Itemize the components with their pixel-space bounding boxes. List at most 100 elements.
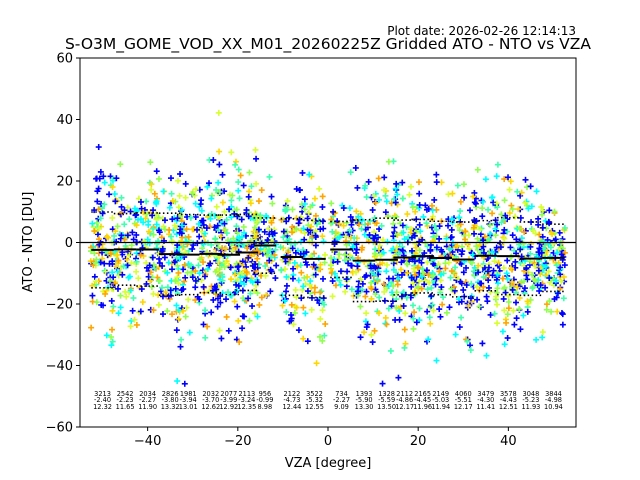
scatter-point: [245, 295, 252, 302]
scatter-point: [336, 234, 343, 241]
scatter-point: [505, 305, 512, 312]
scatter-point: [408, 283, 415, 290]
scatter-point: [430, 272, 437, 279]
scatter-point: [354, 263, 361, 270]
scatter-point: [284, 197, 291, 204]
scatter-point: [309, 233, 316, 240]
scatter-point: [146, 240, 153, 247]
scatter-point: [280, 228, 287, 235]
bin-std: 11.90: [138, 403, 157, 411]
scatter-point: [145, 228, 152, 235]
bin-mean: -2.40: [94, 396, 111, 404]
scatter-point: [423, 267, 430, 274]
scatter-point: [319, 233, 326, 240]
scatter-point: [147, 277, 154, 284]
scatter-point: [454, 182, 461, 189]
scatter-point: [460, 269, 467, 276]
scatter-point: [362, 182, 369, 189]
scatter-point: [167, 175, 174, 182]
scatter-point: [300, 335, 307, 342]
scatter-point: [468, 280, 475, 287]
scatter-point: [203, 225, 210, 232]
scatter-point: [181, 278, 188, 285]
scatter-point: [300, 304, 307, 311]
scatter-point: [245, 254, 252, 261]
scatter-point: [492, 232, 499, 239]
scatter-point: [237, 172, 244, 179]
bin-mean: -2.23: [117, 396, 134, 404]
scatter-point: [281, 297, 288, 304]
scatter-point: [514, 284, 521, 291]
scatter-point: [295, 327, 302, 334]
scatter-point: [316, 185, 323, 192]
scatter-point: [148, 186, 155, 193]
scatter-point: [329, 293, 336, 300]
scatter-point: [533, 188, 540, 195]
scatter-point: [464, 338, 471, 345]
scatter-point: [192, 200, 199, 207]
scatter-point: [403, 260, 410, 267]
scatter-point: [295, 277, 302, 284]
scatter-point: [559, 311, 566, 318]
scatter-point: [111, 190, 118, 197]
scatter-point: [500, 295, 507, 302]
scatter-point: [208, 195, 215, 202]
scatter-point: [385, 305, 392, 312]
y-tick-label: −60: [46, 421, 73, 436]
scatter-point: [222, 245, 229, 252]
scatter-point: [109, 184, 116, 191]
scatter-point: [329, 219, 336, 226]
scatter-point: [153, 200, 160, 207]
scatter-point: [363, 194, 370, 201]
scatter-point: [319, 218, 326, 225]
scatter-point: [513, 289, 520, 296]
scatter-layer: [87, 109, 568, 387]
scatter-point: [414, 264, 421, 271]
scatter-point: [235, 317, 242, 324]
scatter-point: [319, 204, 326, 211]
scatter-point: [448, 285, 455, 292]
scatter-point: [99, 210, 106, 217]
scatter-point: [523, 265, 530, 272]
scatter-point: [507, 178, 514, 185]
bin-mean: -3.24: [238, 396, 255, 404]
scatter-point: [184, 269, 191, 276]
scatter-point: [402, 310, 409, 317]
scatter-point: [509, 232, 516, 239]
scatter-point: [536, 245, 543, 252]
bin-mean: -2.27: [333, 396, 350, 404]
scatter-point: [532, 230, 539, 237]
scatter-point: [357, 303, 364, 310]
scatter-point: [251, 224, 258, 231]
scatter-point: [182, 313, 189, 320]
scatter-point: [398, 259, 405, 266]
scatter-point: [424, 308, 431, 315]
bin-count: 2032: [202, 390, 219, 398]
scatter-point: [195, 220, 202, 227]
scatter-point: [159, 284, 166, 291]
scatter-point: [91, 228, 98, 235]
scatter-point: [133, 232, 140, 239]
scatter-point: [192, 186, 199, 193]
scatter-point: [390, 245, 397, 252]
scatter-point: [235, 263, 242, 270]
scatter-point: [329, 278, 336, 285]
scatter-point: [287, 311, 294, 318]
scatter-point: [198, 277, 205, 284]
scatter-point: [217, 299, 224, 306]
scatter-point: [228, 276, 235, 283]
scatter-point: [539, 334, 546, 341]
scatter-point: [419, 273, 426, 280]
scatter-point: [279, 292, 286, 299]
scatter-point: [503, 270, 510, 277]
scatter-point: [346, 252, 353, 259]
scatter-point: [165, 259, 172, 266]
scatter-point: [307, 203, 314, 210]
scatter-point: [499, 275, 506, 282]
scatter-point: [127, 323, 134, 330]
scatter-point: [447, 274, 454, 281]
scatter-point: [494, 320, 501, 327]
scatter-point: [411, 309, 418, 316]
scatter-point: [539, 211, 546, 218]
